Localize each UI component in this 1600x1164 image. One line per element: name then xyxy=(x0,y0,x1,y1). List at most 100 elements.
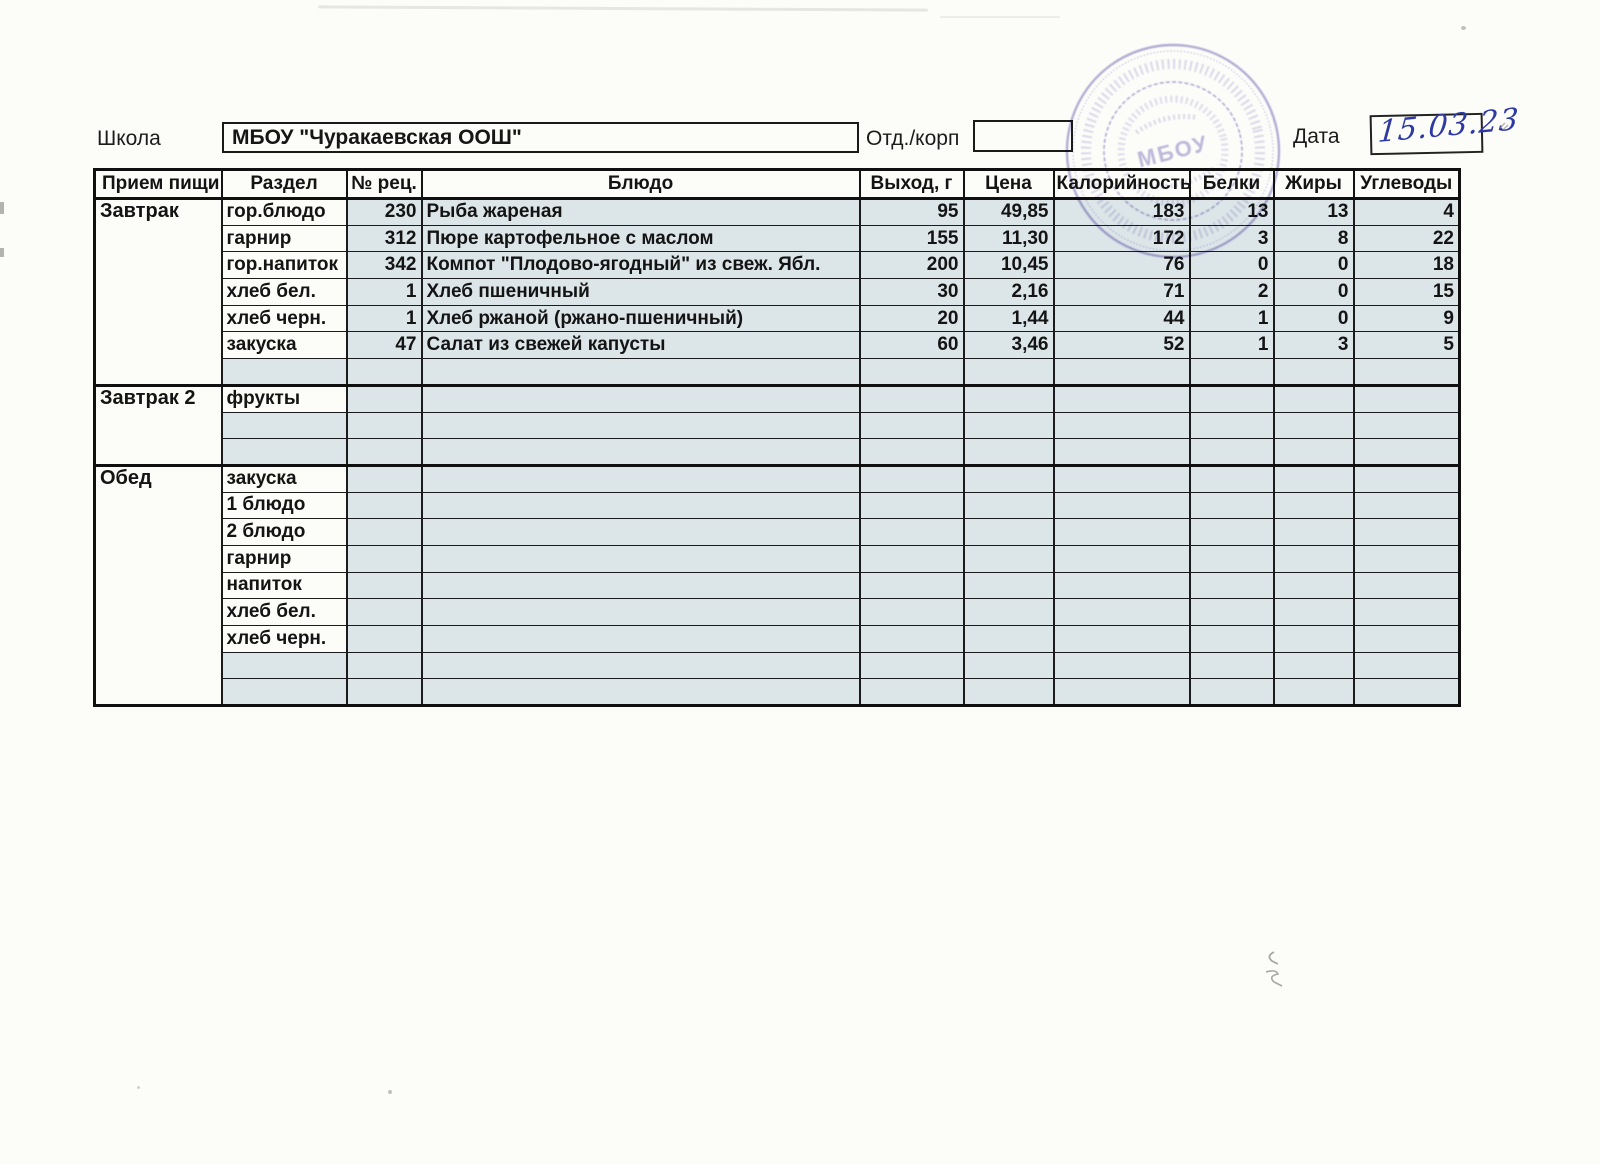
column-header: Белки xyxy=(1188,168,1275,200)
table-row: гор.напиток 342 Компот "Плодово-ягодный" и… xyxy=(95,251,1461,280)
cell-price: 11,30 xyxy=(962,224,1055,253)
cell-fat xyxy=(1272,678,1355,707)
table-row xyxy=(95,678,1461,707)
cell-fat: 3 xyxy=(1272,331,1355,360)
scan-artifact-squiggle xyxy=(1265,951,1283,987)
meal-cell: Обед xyxy=(93,463,223,707)
scan-artifact-streak xyxy=(317,5,929,12)
handwritten-date: 15.03.23 xyxy=(1376,101,1521,151)
column-header: Выход, г xyxy=(858,168,965,200)
cell-cal: 52 xyxy=(1052,331,1191,360)
cell-dish: Хлеб ржаной (ржано-пшеничный) xyxy=(420,304,861,333)
school-label: Школа xyxy=(97,127,161,150)
cell-razdel: закуска xyxy=(220,463,348,493)
cell-carb xyxy=(1352,678,1461,707)
scan-artifact-edge xyxy=(0,248,4,257)
meal-cell: Завтрак xyxy=(93,197,223,386)
cell-price xyxy=(962,463,1055,493)
column-header: Углеводы xyxy=(1352,168,1461,200)
cell-carb xyxy=(1352,438,1461,466)
cell-carb: 22 xyxy=(1352,224,1461,253)
column-header: Цена xyxy=(962,168,1055,200)
cell-fat xyxy=(1272,463,1355,493)
cell-out: 30 xyxy=(858,278,965,306)
cell-prot: 13 xyxy=(1188,197,1275,226)
cell-prot: 3 xyxy=(1188,224,1275,253)
cell-dish xyxy=(420,544,861,573)
cell-fat xyxy=(1272,518,1355,546)
table-row xyxy=(95,358,1461,386)
cell-carb xyxy=(1352,411,1461,440)
cell-price xyxy=(962,651,1055,680)
cell-prot: 1 xyxy=(1188,331,1275,360)
column-header: Прием пищи xyxy=(93,168,223,200)
cell-carb: 5 xyxy=(1352,331,1461,360)
cell-cal: 71 xyxy=(1052,278,1191,306)
cell-carb xyxy=(1352,358,1461,386)
cell-num: 1 xyxy=(345,304,423,333)
cell-carb xyxy=(1352,463,1461,493)
cell-fat: 0 xyxy=(1272,251,1355,280)
scan-artifact-streak xyxy=(940,16,1060,18)
table-row: хлеб черн. 1 Хлеб ржаной (ржано-пшеничный)… xyxy=(95,304,1461,333)
cell-fat xyxy=(1272,383,1355,413)
cell-num xyxy=(345,438,423,466)
cell-fat: 0 xyxy=(1272,304,1355,333)
cell-dish xyxy=(420,651,861,680)
table-row: гарнир xyxy=(95,544,1461,573)
cell-carb xyxy=(1352,383,1461,413)
date-value-box: 15.03.23 xyxy=(1369,102,1521,156)
cell-dish xyxy=(420,438,861,466)
cell-razdel: хлеб черн. xyxy=(220,304,348,333)
cell-prot xyxy=(1188,491,1275,520)
cell-prot: 0 xyxy=(1188,251,1275,280)
cell-carb xyxy=(1352,544,1461,573)
cell-carb xyxy=(1352,625,1461,653)
cell-dish xyxy=(420,598,861,626)
cell-razdel: 2 блюдо xyxy=(220,518,348,546)
cell-num xyxy=(345,518,423,546)
table-row: гарнир 312 Пюре картофельное с маслом 155 11… xyxy=(95,224,1461,253)
cell-dish xyxy=(420,358,861,386)
cell-cal xyxy=(1052,491,1191,520)
cell-out xyxy=(858,463,965,493)
table-row: хлеб бел. 1 Хлеб пшеничный 30 2,16 71 2 0 15 xyxy=(95,278,1461,306)
cell-carb xyxy=(1352,571,1461,600)
cell-out: 20 xyxy=(858,304,965,333)
cell-razdel: хлеб черн. xyxy=(220,625,348,653)
cell-price xyxy=(962,544,1055,573)
cell-cal xyxy=(1052,544,1191,573)
cell-fat xyxy=(1272,571,1355,600)
cell-carb: 15 xyxy=(1352,278,1461,306)
cell-price xyxy=(962,678,1055,707)
cell-cal: 76 xyxy=(1052,251,1191,280)
cell-out xyxy=(858,411,965,440)
cell-fat xyxy=(1272,411,1355,440)
cell-out: 60 xyxy=(858,331,965,360)
cell-cal xyxy=(1052,518,1191,546)
cell-cal: 44 xyxy=(1052,304,1191,333)
meal-cell: Завтрак 2 xyxy=(93,383,223,466)
cell-num xyxy=(345,463,423,493)
cell-dish xyxy=(420,463,861,493)
cell-num xyxy=(345,625,423,653)
cell-dish xyxy=(420,383,861,413)
date-label: Дата xyxy=(1293,125,1340,148)
cell-num xyxy=(345,491,423,520)
cell-carb: 18 xyxy=(1352,251,1461,280)
cell-razdel xyxy=(220,411,348,440)
cell-prot: 1 xyxy=(1188,304,1275,333)
cell-price: 3,46 xyxy=(962,331,1055,360)
cell-prot xyxy=(1188,518,1275,546)
menu-table-header-row: Прием пищи Раздел № рец. Блюдо Выход, г Цена К… xyxy=(93,168,1461,200)
cell-prot xyxy=(1188,571,1275,600)
cell-cal xyxy=(1052,358,1191,386)
cell-carb xyxy=(1352,598,1461,626)
table-row: закуска 47 Салат из свежей капусты 60 3,46 52… xyxy=(95,331,1461,360)
cell-cal xyxy=(1052,625,1191,653)
scan-artifact-dot xyxy=(1461,26,1466,30)
school-name-box: МБОУ "Чуракаевская ООШ" xyxy=(222,122,859,153)
cell-cal: 172 xyxy=(1052,224,1191,253)
cell-dish: Компот "Плодово-ягодный" из свеж. Ябл. xyxy=(420,251,861,280)
